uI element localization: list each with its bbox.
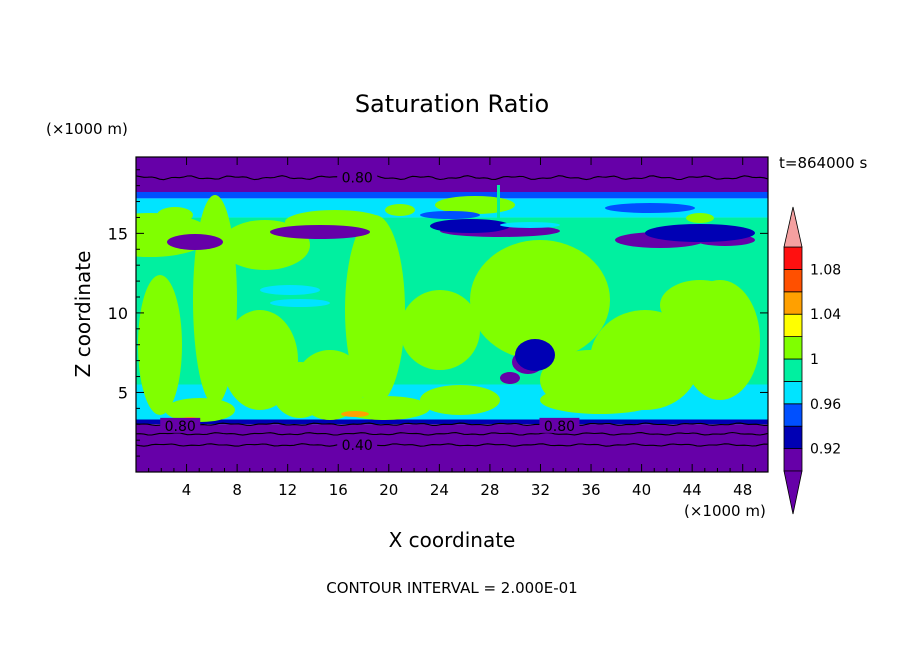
fill-region-23: [167, 234, 223, 250]
x-tick-label: 28: [480, 481, 499, 499]
colorbar-label: 1.04: [810, 307, 841, 323]
fill-region-19: [157, 207, 193, 223]
x-tick-label: 40: [632, 481, 651, 499]
colorbar-label: 1: [810, 352, 819, 368]
plot-area: [136, 157, 768, 472]
colorbar-swatch: [783, 358, 803, 382]
fill-region-37: [270, 299, 330, 307]
x-tick-label: 12: [278, 481, 297, 499]
contour-labels: 0.80 0.80 0.80 0.40: [160, 169, 580, 454]
x-axis-ticks: 4 8 12 16 20 24 28 32 36 40 44 48: [148, 157, 756, 499]
fill-region-13: [660, 280, 740, 330]
fill-region-2: [138, 275, 182, 415]
fill-region-34: [420, 211, 480, 219]
band-1: [136, 419, 768, 425]
fill-region-22: [435, 196, 515, 214]
x-tick-label: 16: [329, 481, 348, 499]
fill-region-9: [470, 240, 610, 360]
colorbar-swatch: [783, 336, 803, 360]
colorbar-swatch: [783, 291, 803, 315]
contour-line-1: [136, 422, 768, 427]
fill-region-15: [540, 386, 660, 414]
band-5: [136, 192, 768, 199]
fill-region-32: [430, 219, 510, 233]
colorbar-label: 0.96: [810, 397, 841, 413]
contour-label: 0.80: [165, 419, 196, 435]
x-tick-label: 8: [232, 481, 242, 499]
x-tick-label: 36: [581, 481, 600, 499]
contour-label: 0.40: [342, 438, 373, 454]
fill-region-8: [400, 290, 480, 370]
x-axis-label: X coordinate: [389, 528, 516, 552]
y-axis-label: Z coordinate: [71, 251, 95, 378]
fill-region-11: [590, 310, 700, 410]
fill-region-7: [345, 215, 405, 405]
band-0: [136, 424, 768, 472]
y-tick-label: 5: [118, 383, 128, 402]
fill-region-35: [500, 222, 560, 228]
contour-line-0: [136, 175, 768, 181]
colorbar-swatch: [783, 448, 803, 472]
fill-region-20: [385, 204, 415, 216]
colorbar-swatch: [783, 403, 803, 427]
filled-regions: [136, 185, 760, 422]
colorbar-label: 0.92: [810, 442, 841, 458]
contour-line-2: [136, 431, 768, 436]
x-unit-label: (×1000 m): [684, 502, 766, 520]
x-tick-label: 44: [683, 481, 702, 499]
colorbar-label: 1.08: [810, 262, 841, 278]
fill-region-24: [270, 225, 370, 239]
y-axis-ticks: 5 10 15: [108, 169, 768, 457]
y-tick-label: 15: [108, 224, 128, 243]
contour-line-3: [136, 443, 768, 447]
band-6: [136, 157, 768, 192]
colorbar: 0.92 0.96 1 1.04 1.08: [783, 206, 841, 515]
colorbar-swatch: [783, 246, 803, 270]
contour-label: 0.80: [544, 419, 575, 435]
contour-interval-footer: CONTOUR INTERVAL = 2.000E-01: [326, 579, 577, 597]
colorbar-swatch: [783, 425, 803, 450]
colorbar-swatch: [783, 268, 803, 293]
x-tick-label: 24: [430, 481, 449, 499]
colorbar-over-arrow: [783, 206, 803, 248]
fill-region-16: [165, 398, 235, 422]
fill-region-33: [605, 203, 695, 213]
fill-region-30: [515, 339, 555, 371]
colorbar-under-arrow: [783, 470, 803, 515]
chart-title: Saturation Ratio: [355, 90, 549, 118]
time-label: t=864000 s: [779, 154, 867, 172]
y-unit-label: (×1000 m): [46, 120, 128, 138]
fill-region-31: [645, 224, 755, 242]
colorbar-swatch: [783, 313, 803, 338]
fill-region-14: [420, 385, 500, 415]
fill-region-21: [686, 213, 714, 223]
contour-lines: [136, 175, 768, 447]
y-tick-label: 10: [108, 304, 128, 323]
x-tick-label: 4: [182, 481, 192, 499]
x-tick-label: 20: [379, 481, 398, 499]
fill-region-39: [341, 411, 369, 417]
fill-region-29: [500, 372, 520, 384]
x-tick-label: 32: [531, 481, 550, 499]
fill-region-36: [260, 285, 320, 295]
colorbar-swatch: [783, 380, 803, 405]
x-tick-label: 48: [733, 481, 752, 499]
contour-label: 0.80: [342, 171, 373, 187]
